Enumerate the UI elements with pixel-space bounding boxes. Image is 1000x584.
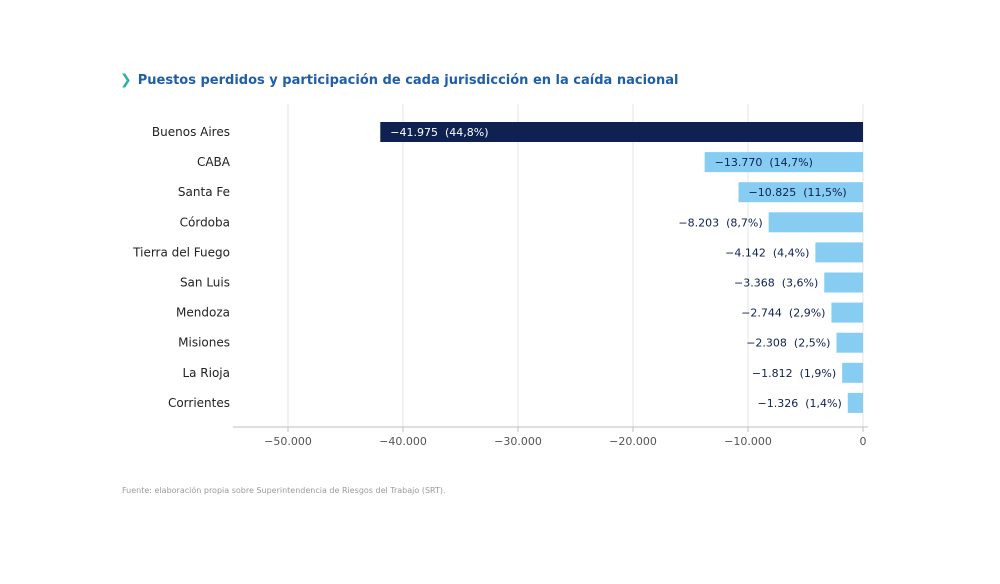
- chart-title: Puestos perdidos y participación de cada…: [137, 72, 679, 88]
- x-tick-label: −30.000: [494, 435, 542, 448]
- data-label: −41.975 (44,8%): [390, 126, 488, 139]
- category-label: Misiones: [178, 336, 230, 350]
- x-tick-label: −40.000: [379, 435, 427, 448]
- category-label: La Rioja: [182, 366, 230, 380]
- category-label: San Luis: [180, 276, 230, 290]
- x-tick-label: −50.000: [264, 435, 312, 448]
- x-tick-label: −20.000: [609, 435, 657, 448]
- data-label: −4.142 (4,4%): [725, 246, 809, 259]
- chevron-right-icon: ❯: [120, 72, 132, 88]
- bar: [768, 212, 863, 233]
- chart-title-row: ❯ Puestos perdidos y participación de ca…: [120, 72, 678, 88]
- data-label: −13.770 (14,7%): [715, 156, 813, 169]
- category-label: Buenos Aires: [152, 125, 230, 139]
- data-label: −10.825 (11,5%): [749, 186, 847, 199]
- data-label: −2.744 (2,9%): [741, 307, 825, 320]
- data-label: −2.308 (2,5%): [746, 337, 830, 350]
- category-label: Mendoza: [176, 306, 230, 320]
- data-label: −1.326 (1,4%): [758, 397, 842, 410]
- source-note: Fuente: elaboración propia sobre Superin…: [122, 486, 446, 495]
- bar: [824, 272, 863, 293]
- bar: [842, 362, 863, 383]
- category-label: CABA: [197, 155, 231, 169]
- category-label: Santa Fe: [178, 185, 230, 199]
- x-tick-label: −10.000: [724, 435, 772, 448]
- bar: [815, 242, 863, 263]
- data-label: −3.368 (3,6%): [734, 277, 818, 290]
- bar: [831, 302, 863, 323]
- data-label: −1.812 (1,9%): [752, 367, 836, 380]
- category-label: Tierra del Fuego: [132, 245, 230, 259]
- bar: [380, 122, 863, 142]
- category-label: Córdoba: [180, 215, 230, 229]
- x-tick-label: 0: [860, 435, 867, 448]
- bar: [738, 182, 863, 203]
- data-label: −8.203 (8,7%): [678, 216, 762, 229]
- bar: [847, 392, 863, 413]
- category-label: Corrientes: [168, 396, 230, 410]
- bar: [836, 332, 863, 353]
- bar: [704, 152, 863, 173]
